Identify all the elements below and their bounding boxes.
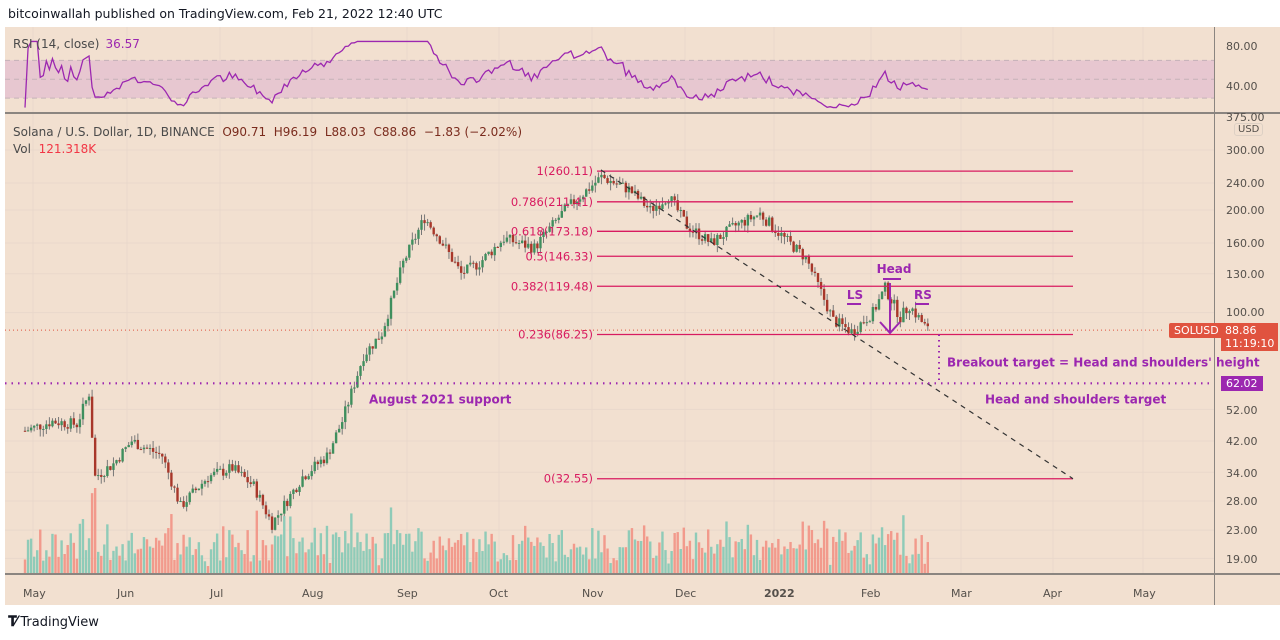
- rsi-axis-tick: 80.00: [1226, 40, 1258, 53]
- price-axis-tick: 240.00: [1226, 177, 1265, 190]
- svg-text:RS: RS: [914, 288, 932, 302]
- pane-separator[interactable]: [5, 112, 1280, 114]
- time-axis-label: Dec: [675, 587, 697, 600]
- price-axis-tick: 300.00: [1226, 144, 1265, 157]
- svg-text:0.236(86.25): 0.236(86.25): [518, 327, 593, 341]
- price-axis-tick: 28.00: [1226, 495, 1258, 508]
- bar-countdown: 11:19:10: [1225, 337, 1275, 350]
- ohlc-low: L88.03: [324, 125, 366, 139]
- svg-text:LS: LS: [847, 288, 863, 302]
- tradingview-logo[interactable]: 𝐓⁄ TradingView: [8, 614, 99, 630]
- svg-text:Breakout target = Head and sho: Breakout target = Head and shoulders' he…: [947, 355, 1260, 369]
- time-axis-label: Aug: [302, 587, 324, 600]
- rsi-axis-tick: 40.00: [1226, 80, 1258, 93]
- publish-header: bitcoinwallah published on TradingView.c…: [8, 6, 443, 21]
- time-axis-label: Mar: [951, 587, 972, 600]
- volume-value: 121.318K: [38, 142, 97, 156]
- time-axis-label: Jun: [117, 587, 135, 600]
- price-axis-tick: 160.00: [1226, 237, 1265, 250]
- brand-name: TradingView: [20, 614, 99, 630]
- rsi-value: 36.57: [105, 37, 140, 51]
- rsi-label: RSI (14, close): [13, 37, 100, 51]
- price-axis-separator: [1214, 27, 1215, 605]
- price-axis-tick: 100.00: [1226, 306, 1265, 319]
- price-axis-tick: 34.00: [1226, 467, 1258, 480]
- price-axis-tick: 130.00: [1226, 268, 1265, 281]
- ohlc-high: H96.19: [273, 125, 318, 139]
- volume-label: Vol: [13, 142, 31, 156]
- price-axis-tick: 375.00: [1226, 111, 1265, 124]
- svg-text:1(260.11): 1(260.11): [536, 164, 593, 178]
- symbol-tag: SOLUSD: [1169, 323, 1224, 338]
- time-axis-label: Sep: [397, 587, 418, 600]
- svg-text:August 2021 support: August 2021 support: [369, 392, 512, 406]
- svg-text:0(32.55): 0(32.55): [544, 472, 593, 486]
- svg-text:Head: Head: [877, 262, 912, 276]
- last-price: 88.86: [1225, 324, 1257, 337]
- time-axis-label: Feb: [861, 587, 881, 600]
- time-axis-label: Oct: [489, 587, 509, 600]
- price-axis-tick: 52.00: [1226, 404, 1258, 417]
- price-axis-tick: 23.00: [1226, 524, 1258, 537]
- rsi-legend[interactable]: RSI (14, close) 36.57: [13, 37, 140, 51]
- target-price-tag: 62.02: [1221, 376, 1263, 391]
- tradingview-logo-icon: 𝐓⁄: [8, 614, 17, 630]
- last-price-tag: 88.86 11:19:10: [1221, 323, 1279, 351]
- main-legend[interactable]: Solana / U.S. Dollar, 1D, BINANCE O90.71…: [13, 124, 522, 158]
- svg-text:0.618(173.18): 0.618(173.18): [511, 224, 593, 238]
- chart-canvas[interactable]: 1(260.11) 0.786(211.41) 0.618(173.18) 0.5(1…: [5, 27, 1280, 605]
- symbol-description: Solana / U.S. Dollar, 1D, BINANCE: [13, 125, 215, 139]
- svg-text:0.786(211.41): 0.786(211.41): [511, 195, 593, 209]
- time-axis-label: Nov: [582, 587, 604, 600]
- svg-text:Head and shoulders target: Head and shoulders target: [985, 392, 1166, 406]
- chart-frame[interactable]: 1(260.11) 0.786(211.41) 0.618(173.18) 0.5(1…: [5, 27, 1280, 605]
- svg-text:0.382(119.48): 0.382(119.48): [511, 279, 593, 293]
- time-axis-label: May: [23, 587, 46, 600]
- price-axis-tick: 19.00: [1226, 553, 1258, 566]
- time-axis-label: 2022: [764, 587, 795, 600]
- ohlc-close: C88.86: [373, 125, 417, 139]
- price-axis-tick: 200.00: [1226, 204, 1265, 217]
- time-axis-label: Apr: [1043, 587, 1063, 600]
- time-axis-label: Jul: [210, 587, 224, 600]
- ohlc-open: O90.71: [222, 125, 267, 139]
- time-axis-label: May: [1133, 587, 1156, 600]
- price-axis-tick: 42.00: [1226, 435, 1258, 448]
- price-change: −1.83 (−2.02%): [423, 125, 523, 139]
- time-axis-separator: [5, 573, 1280, 575]
- svg-text:0.5(146.33): 0.5(146.33): [525, 249, 593, 263]
- currency-button[interactable]: USD: [1234, 123, 1264, 136]
